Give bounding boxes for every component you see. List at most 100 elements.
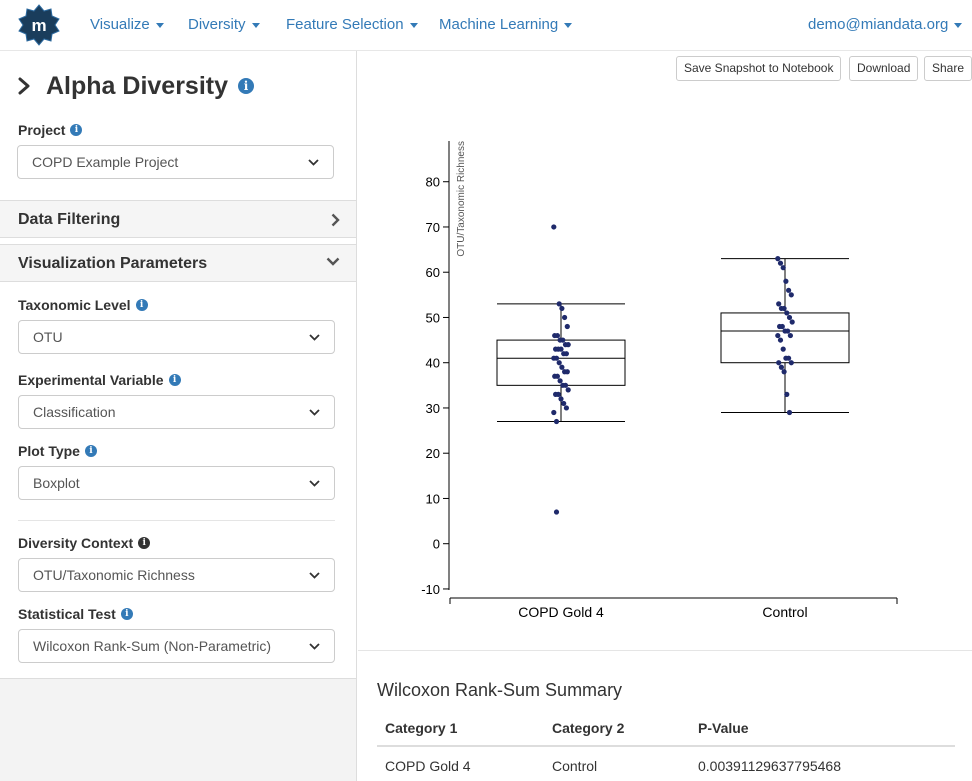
project-select[interactable]: COPD Example Project xyxy=(17,145,334,179)
table-cell-category-2: Control xyxy=(552,758,598,774)
data-point xyxy=(554,373,560,379)
data-point xyxy=(781,305,787,312)
data-point xyxy=(777,260,784,266)
data-point xyxy=(784,310,790,316)
plot-type-select[interactable]: Boxplot xyxy=(18,466,335,500)
statistical-test-value: Wilcoxon Rank-Sum (Non-Parametric) xyxy=(33,638,272,654)
data-point xyxy=(786,314,793,321)
project-label-text: Project xyxy=(18,122,66,138)
data-point xyxy=(564,369,570,375)
data-point xyxy=(553,509,560,515)
nav-diversity-label: Diversity xyxy=(188,16,246,33)
table-cell-category-1: COPD Gold 4 xyxy=(385,758,471,774)
data-point xyxy=(562,382,569,388)
statistical-test-select[interactable]: Wilcoxon Rank-Sum (Non-Parametric) xyxy=(18,629,335,663)
user-menu[interactable]: demo@miandata.org xyxy=(808,16,963,33)
save-snapshot-button[interactable]: Save Snapshot to Notebook xyxy=(676,56,842,81)
caret-down-icon xyxy=(155,22,164,28)
data-point xyxy=(784,391,790,397)
info-icon[interactable]: i xyxy=(138,537,151,550)
nav-machine-learning-label: Machine Learning xyxy=(439,16,559,33)
statistical-test-label: Statistical Test i xyxy=(18,606,133,622)
data-point xyxy=(557,378,563,384)
data-point xyxy=(555,391,561,397)
user-email: demo@miandata.org xyxy=(808,16,949,33)
data-point xyxy=(559,364,565,370)
share-button[interactable]: Share xyxy=(924,56,972,81)
data-point xyxy=(558,346,564,352)
data-point xyxy=(789,319,795,325)
taxonomic-level-value: OTU xyxy=(33,329,63,345)
chevron-down-icon xyxy=(309,642,320,650)
data-point xyxy=(556,301,562,307)
data-point xyxy=(788,360,794,366)
data-point xyxy=(775,332,781,339)
x-tick-label: Control xyxy=(762,604,807,620)
y-tick-label: -10 xyxy=(421,582,440,597)
statistical-test-label-text: Statistical Test xyxy=(18,606,116,622)
boxplot-chart: -10 0 10 20 30 40 50 60 70 80 OTU/Taxonomic Richne… xyxy=(421,141,898,620)
data-point xyxy=(783,278,789,284)
download-button[interactable]: Download xyxy=(849,56,919,81)
data-point xyxy=(553,355,560,361)
info-icon[interactable]: i xyxy=(84,445,97,458)
nav-machine-learning[interactable]: Machine Learning xyxy=(439,16,573,33)
y-tick-label: 20 xyxy=(426,446,440,461)
nav-diversity[interactable]: Diversity xyxy=(188,16,260,33)
sidebar-panel: Alpha Diversity i Project i COPD Example … xyxy=(0,51,356,679)
diversity-context-select[interactable]: OTU/Taxonomic Richness xyxy=(18,558,335,592)
data-point xyxy=(776,301,782,307)
data-point xyxy=(551,409,557,416)
experimental-variable-select[interactable]: Classification xyxy=(18,395,335,429)
data-point xyxy=(563,351,569,357)
experimental-variable-label: Experimental Variable i xyxy=(18,372,181,388)
sidebar: Alpha Diversity i Project i COPD Example … xyxy=(0,51,357,781)
chevron-down-icon xyxy=(326,257,340,266)
data-point xyxy=(780,346,786,352)
data-point xyxy=(560,337,566,343)
chevron-down-icon xyxy=(309,479,320,487)
info-icon[interactable]: i xyxy=(238,78,255,94)
table-header-p-value: P-Value xyxy=(698,720,749,736)
chevron-right-icon[interactable] xyxy=(18,77,30,95)
taxonomic-level-label: Taxonomic Level i xyxy=(18,297,148,313)
summary-title: Wilcoxon Rank-Sum Summary xyxy=(377,680,623,700)
plot-type-label: Plot Type i xyxy=(18,443,97,459)
data-point xyxy=(786,409,793,416)
info-icon[interactable]: i xyxy=(168,374,181,387)
data-point xyxy=(554,332,560,339)
data-point xyxy=(787,332,793,339)
data-point xyxy=(564,323,570,330)
page-title-row: Alpha Diversity i xyxy=(18,71,255,101)
data-point xyxy=(786,355,792,361)
nav-feature-selection[interactable]: Feature Selection xyxy=(286,16,418,33)
visualization-parameters-header[interactable]: Visualization Parameters xyxy=(0,244,356,282)
taxonomic-level-label-text: Taxonomic Level xyxy=(18,297,131,313)
info-icon[interactable]: i xyxy=(135,299,148,312)
taxonomic-level-select[interactable]: OTU xyxy=(18,320,335,354)
sidebar-divider xyxy=(18,520,335,521)
nav-visualize[interactable]: Visualize xyxy=(90,16,164,33)
diversity-context-value: OTU/Taxonomic Richness xyxy=(33,567,195,583)
caret-down-icon xyxy=(251,22,260,28)
caret-down-icon xyxy=(954,22,963,28)
table-cell-p-value: 0.00391129637795468 xyxy=(698,758,842,774)
data-point xyxy=(786,287,792,293)
project-select-value: COPD Example Project xyxy=(32,154,179,170)
data-point xyxy=(785,328,791,334)
mian-logo-icon[interactable]: m xyxy=(18,4,60,46)
info-icon[interactable]: i xyxy=(70,124,83,137)
data-point xyxy=(781,369,787,375)
page-title: Alpha Diversity xyxy=(46,71,229,100)
svg-text:m: m xyxy=(31,16,46,35)
info-icon[interactable]: i xyxy=(120,608,133,621)
data-point xyxy=(551,224,557,230)
data-filtering-header[interactable]: Data Filtering xyxy=(0,200,356,238)
data-point xyxy=(553,418,560,425)
data-point xyxy=(788,292,794,298)
y-tick-label: 70 xyxy=(426,220,440,235)
y-tick-label: 80 xyxy=(426,175,440,190)
chart-separator xyxy=(358,650,972,651)
y-tick-label: 60 xyxy=(426,265,440,280)
data-point xyxy=(780,265,786,271)
